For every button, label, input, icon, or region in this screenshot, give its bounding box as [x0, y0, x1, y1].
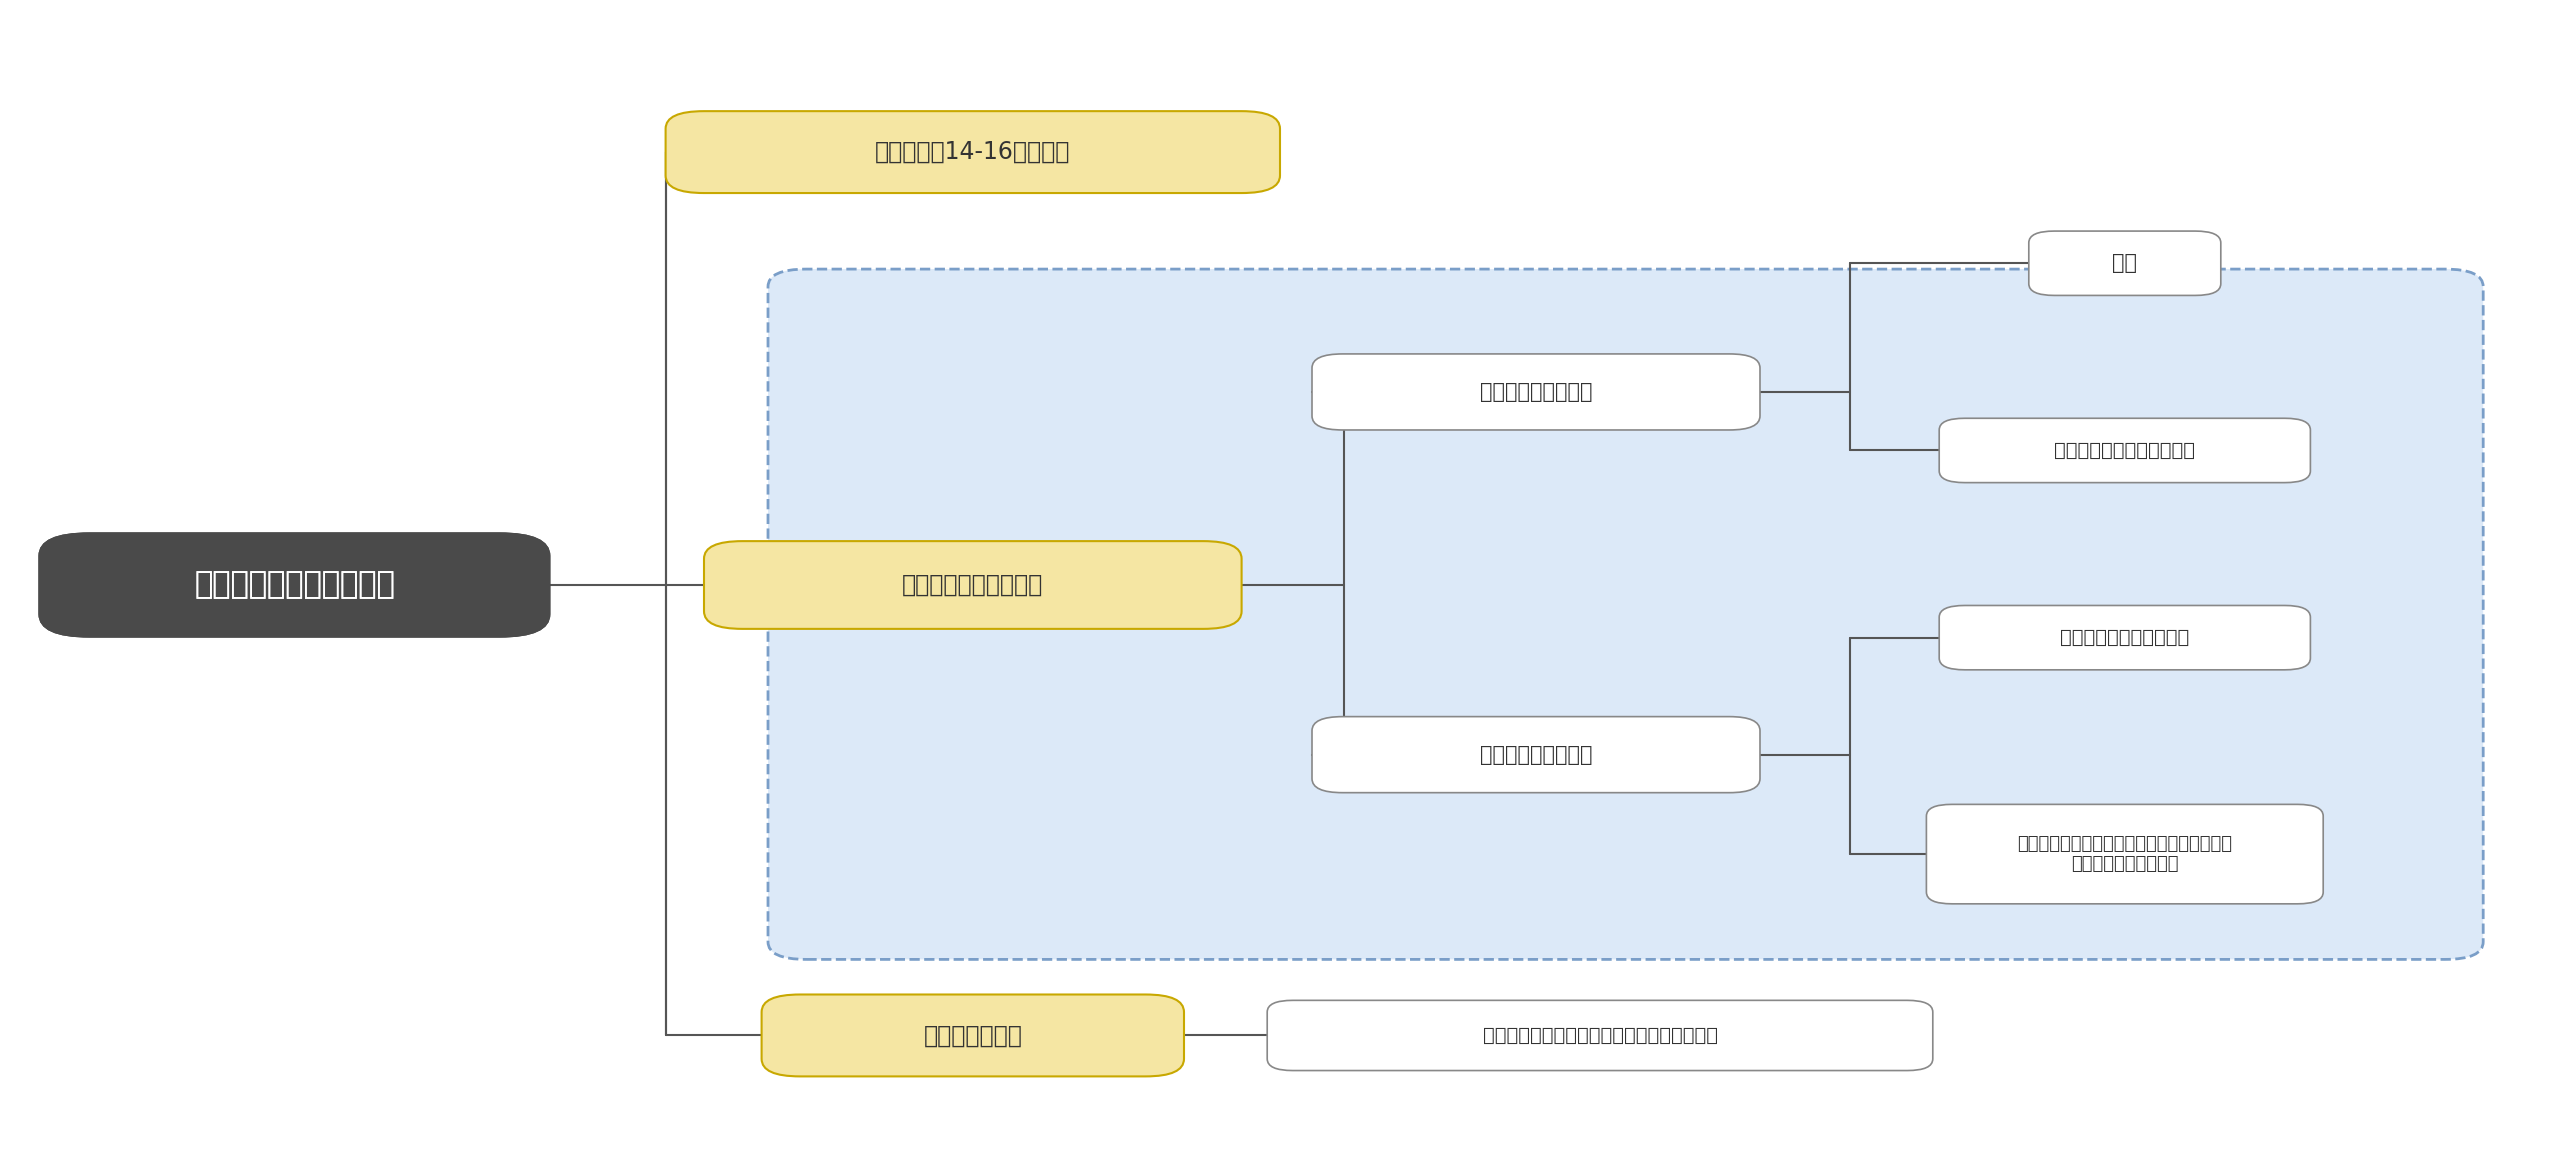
Text: 同意性交、猥亵：有效。不同意：该定啥定啥: 同意性交、猥亵：有效。不同意：该定啥定啥	[1482, 1026, 1718, 1045]
Text: 面对负有照顾职责的人: 面对负有照顾职责的人	[901, 573, 1044, 597]
Text: 负有照顾职责人员性侵罪: 负有照顾职责人员性侵罪	[195, 571, 394, 599]
FancyBboxPatch shape	[2028, 230, 2220, 295]
FancyBboxPatch shape	[704, 541, 1242, 629]
FancyBboxPatch shape	[1313, 716, 1761, 793]
FancyBboxPatch shape	[38, 532, 550, 638]
Text: 面对其他一般人: 面对其他一般人	[924, 1024, 1021, 1047]
Text: 无罪: 无罪	[2112, 253, 2138, 274]
FancyBboxPatch shape	[1313, 353, 1761, 429]
FancyBboxPatch shape	[1940, 606, 2312, 669]
Text: 行为主体：14-16周岁女性: 行为主体：14-16周岁女性	[876, 140, 1070, 164]
FancyBboxPatch shape	[1925, 805, 2324, 903]
Text: 负有照顾职责人员性侵罪: 负有照顾职责人员性侵罪	[2061, 628, 2189, 647]
Text: 负有照顾职责人员性侵罪: 负有照顾职责人员性侵罪	[195, 571, 394, 599]
FancyBboxPatch shape	[1940, 418, 2312, 482]
Text: 同意性交，承诺无效: 同意性交，承诺无效	[1480, 744, 1592, 765]
Text: 同意猥亵，承诺有效: 同意猥亵，承诺有效	[1480, 381, 1592, 402]
Text: 不同意猥亵，定强制猥亵罪: 不同意猥亵，定强制猥亵罪	[2053, 441, 2196, 460]
FancyBboxPatch shape	[38, 532, 550, 638]
FancyBboxPatch shape	[763, 994, 1183, 1076]
FancyBboxPatch shape	[666, 111, 1280, 193]
Text: 不同意性交，同时触犯负有照顾职责人员性侵
罪与强奸罪，定强奸罪: 不同意性交，同时触犯负有照顾职责人员性侵 罪与强奸罪，定强奸罪	[2017, 834, 2232, 874]
FancyBboxPatch shape	[1267, 1000, 1933, 1071]
FancyBboxPatch shape	[768, 269, 2483, 959]
